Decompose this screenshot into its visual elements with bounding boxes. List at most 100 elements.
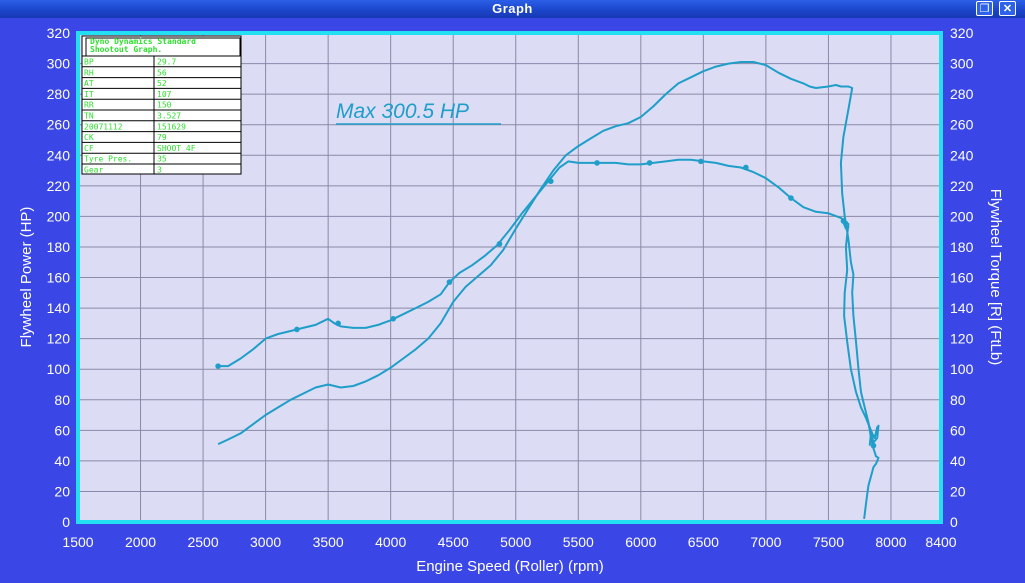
y-tick-label-left: 260 (47, 117, 71, 133)
info-row-label: Tyre Pres. (84, 155, 132, 164)
y-tick-label-right: 160 (950, 270, 974, 286)
info-row-label: IT (84, 90, 94, 99)
y-tick-label-right: 240 (950, 147, 974, 163)
torque-marker (215, 363, 221, 369)
info-row-label: TN (84, 112, 94, 121)
info-row-value: 79 (157, 133, 167, 142)
x-tick-label: 1500 (62, 534, 93, 550)
plot-border (76, 31, 943, 524)
window-title: Graph (492, 1, 533, 16)
close-button[interactable]: ✕ (999, 1, 1016, 16)
y-tick-labels-right: 0 20 40 60 80 100 120 140 160 180 200 220 240 260 280 3… (950, 25, 974, 530)
x-tick-labels: 1500 2000 2500 3000 3500 4000 4500 5000 5500 6000… (62, 534, 956, 550)
y-tick-label-left: 60 (54, 422, 70, 438)
x-axis-label: Engine Speed (Roller) (rpm) (416, 558, 604, 575)
info-row-value: 29.7 (157, 58, 176, 67)
y-axis-label-right: Flywheel Torque [R] (FtLb) (987, 189, 1004, 365)
y-tick-label-left: 300 (47, 56, 71, 72)
info-row-value: 3 (157, 166, 162, 175)
restore-icon: ❐ (979, 3, 990, 15)
x-tick-label: 8000 (875, 534, 906, 550)
x-tick-label: 6000 (625, 534, 656, 550)
y-tick-label-left: 40 (54, 453, 70, 469)
torque-marker (594, 160, 600, 166)
info-row-value: 35 (157, 155, 167, 164)
y-tick-label-right: 300 (950, 56, 974, 72)
info-row-value: 56 (157, 68, 167, 77)
torque-marker (788, 195, 794, 201)
y-tick-label-right: 320 (950, 25, 974, 41)
y-tick-label-right: 120 (950, 331, 974, 347)
info-row-label: RR (84, 101, 94, 110)
info-box: Dyno Dynamics Standard Shootout Graph. B… (81, 35, 242, 175)
torque-marker (743, 164, 749, 171)
info-row-value: 150 (157, 101, 172, 110)
y-tick-label-left: 0 (62, 514, 70, 530)
grid-lines (76, 31, 943, 524)
y-tick-label-right: 40 (950, 453, 966, 469)
y-tick-labels-left: 0 20 40 60 80 100 120 140 160 180 200 220 240 260 280 3… (47, 25, 71, 530)
restore-button[interactable]: ❐ (976, 1, 993, 16)
torque-marker (390, 315, 396, 322)
y-tick-label-left: 80 (54, 392, 70, 408)
info-row-value: 107 (157, 90, 172, 99)
y-tick-label-right: 60 (950, 422, 966, 438)
info-row-label: 20071112 (84, 122, 123, 131)
torque-marker (294, 326, 300, 333)
torque-marker (446, 279, 453, 285)
y-tick-label-right: 80 (950, 392, 966, 408)
info-box-background (81, 35, 242, 175)
y-tick-label-left: 160 (47, 270, 71, 286)
close-icon: ✕ (1002, 3, 1013, 15)
x-tick-label: 8400 (925, 534, 956, 550)
title-bar[interactable]: Graph ❐ ✕ (0, 0, 1025, 18)
torque-marker (870, 442, 877, 449)
info-row-label: CF (84, 144, 94, 153)
y-tick-label-left: 100 (47, 361, 71, 377)
y-tick-label-left: 20 (54, 483, 70, 499)
y-tick-label-left: 200 (47, 208, 71, 224)
y-tick-label-right: 20 (950, 483, 966, 499)
x-tick-label: 5500 (563, 534, 594, 550)
x-tick-label: 7500 (813, 534, 844, 550)
info-row-value: 151629 (157, 122, 186, 131)
y-tick-label-right: 280 (950, 86, 974, 102)
power-curve (217, 61, 880, 520)
y-tick-label-left: 220 (47, 178, 71, 194)
info-row-label: CK (84, 133, 94, 142)
info-row-label: BP (84, 58, 94, 67)
torque-marker (840, 218, 847, 224)
info-row-value: 3.527 (157, 112, 181, 121)
torque-curve (218, 158, 880, 446)
curves (215, 61, 880, 520)
info-row-label: RH (84, 68, 94, 77)
info-row-value: 52 (157, 79, 167, 88)
x-tick-label: 4000 (375, 534, 406, 550)
y-tick-label-left: 140 (47, 300, 71, 316)
y-tick-label-left: 280 (47, 86, 71, 102)
info-row-label: AT (84, 79, 94, 88)
y-tick-label-right: 180 (950, 239, 974, 255)
x-tick-label: 3000 (250, 534, 281, 550)
y-tick-label-right: 220 (950, 178, 974, 194)
y-tick-label-right: 0 (950, 514, 958, 530)
info-title-line2: Shootout Graph. (90, 45, 162, 54)
info-rows: BP 29.7 RH 56 AT 52 IT 107 RR 150 TN 3.527 20071112 1… (82, 55, 241, 175)
y-tick-label-left: 240 (47, 147, 71, 163)
y-tick-label-right: 100 (950, 361, 974, 377)
torque-marker (646, 160, 653, 166)
y-tick-label-left: 120 (47, 331, 71, 347)
y-tick-label-right: 200 (950, 208, 974, 224)
info-row-value: SHOOT 4F (157, 144, 196, 153)
y-tick-label-left: 180 (47, 239, 71, 255)
x-tick-label: 6500 (688, 534, 719, 550)
y-axis-label-left: Flywheel Power (HP) (18, 207, 35, 348)
y-tick-label-right: 140 (950, 300, 974, 316)
max-power-annotation: Max 300.5 HP (336, 100, 469, 123)
y-tick-label-right: 260 (950, 117, 974, 133)
x-tick-label: 4500 (438, 534, 469, 550)
torque-marker (335, 320, 341, 327)
info-row-label: Gear (84, 166, 103, 175)
